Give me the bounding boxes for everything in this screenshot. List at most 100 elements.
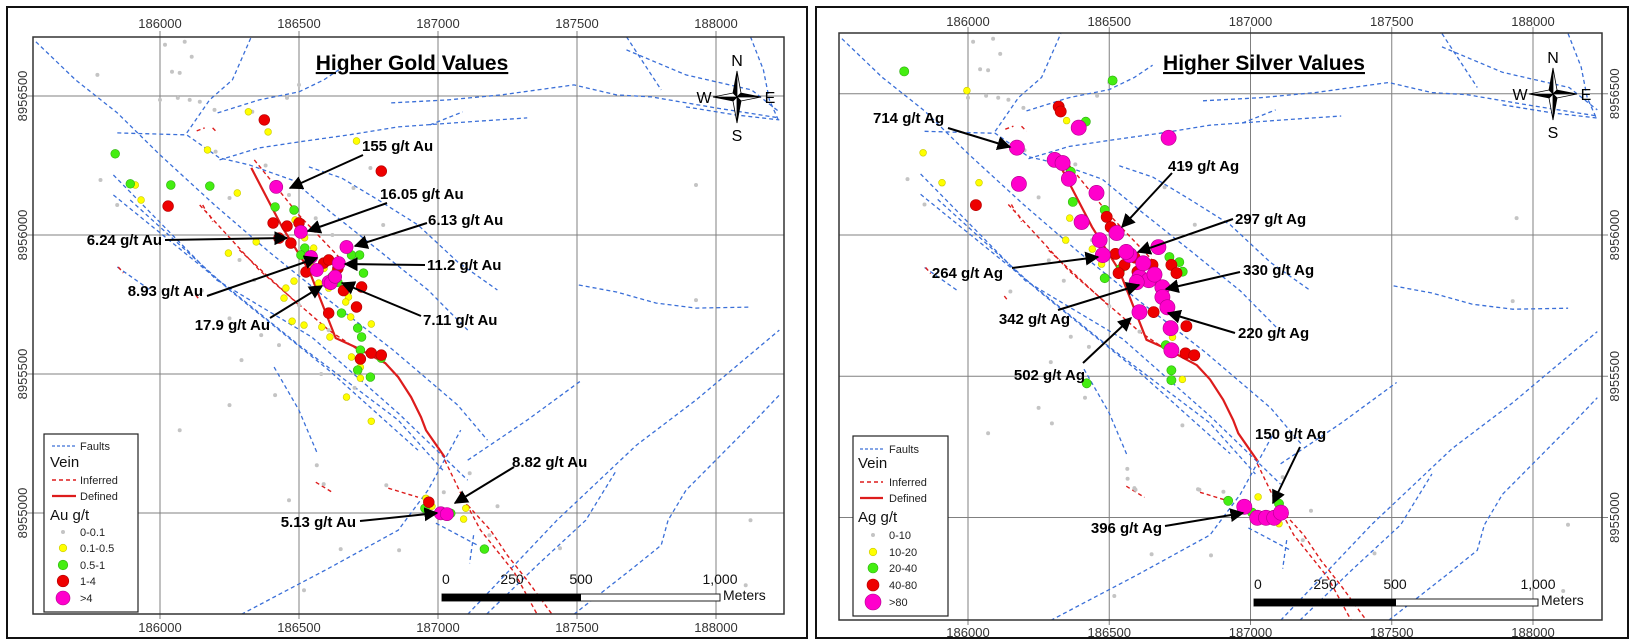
sample-point-class-0 — [986, 68, 991, 73]
sample-point-class-1 — [347, 353, 356, 361]
sample-point-class-1 — [280, 294, 288, 302]
annotations: 155 g/t Au 16.05 g/t Au 6.13 g/t Au 6.24 g/… — [87, 138, 588, 531]
sample-point-class-0 — [338, 547, 343, 552]
scale-bar-label: 0 — [1254, 576, 1262, 592]
compass-e-label: E — [1581, 87, 1592, 104]
sample-point-class-0 — [1192, 222, 1197, 227]
grade-annotation: 8.93 g/t Au — [128, 283, 203, 300]
sample-point-class-0 — [966, 95, 970, 100]
sample-point-class-3 — [423, 496, 435, 508]
sample-point-class-2 — [1223, 495, 1234, 506]
sample-point-class-1 — [1065, 214, 1074, 222]
silver-map-panel: 186000 186000 186500 186500 187000 187000 1875… — [815, 6, 1629, 640]
sample-point-class-3 — [267, 217, 279, 229]
scale-bar-label: 500 — [569, 571, 593, 587]
y-tick-label: 8956000 — [15, 210, 30, 261]
sample-point-class-0 — [1162, 185, 1167, 190]
sample-point-class-0 — [905, 177, 910, 182]
annotation-arrow — [353, 222, 428, 249]
annotation-arrow — [359, 507, 439, 522]
sample-point-class-3 — [1112, 267, 1125, 279]
sample-point-class-3 — [1054, 105, 1067, 118]
legend-class-label: 0-10 — [889, 530, 911, 542]
x-tick-label-top: 187000 — [1229, 14, 1272, 29]
sample-point-class-4 — [1073, 214, 1090, 230]
sample-point-class-3 — [1180, 320, 1193, 333]
grade-annotation: 264 g/t Ag — [932, 265, 1003, 282]
fault-line — [1028, 115, 1342, 160]
sample-point-class-0 — [1197, 487, 1202, 492]
sample-point-class-3 — [285, 237, 297, 249]
sample-point-class-0 — [213, 149, 218, 154]
fault-line — [1299, 473, 1433, 620]
annotation-arrow — [206, 255, 319, 297]
sample-point-class-0 — [1036, 317, 1041, 322]
scale-bar-label: 250 — [1313, 576, 1337, 592]
grade-annotation: 17.9 g/t Au — [195, 317, 270, 334]
annotation-arrow — [1164, 508, 1245, 527]
sample-point-class-0 — [1049, 421, 1054, 426]
y-tick-label: 8956500 — [1607, 68, 1622, 119]
sample-point-class-0 — [189, 54, 194, 59]
inferred-vein — [1010, 204, 1017, 212]
annotation-arrow — [340, 281, 422, 317]
legend-class-symbol — [55, 590, 71, 606]
sample-point-class-0 — [237, 258, 242, 262]
sample-point-class-0 — [259, 333, 264, 338]
sample-point-class-4 — [1159, 299, 1176, 316]
grade-annotation: 297 g/t Ag — [1235, 211, 1306, 228]
scale-bar-label: 250 — [500, 571, 524, 587]
sample-point-class-0 — [1300, 538, 1305, 543]
x-tick-label-bottom: 186500 — [277, 620, 320, 635]
compass-s-label: S — [1548, 125, 1559, 142]
sample-point-class-1 — [347, 313, 355, 321]
sample-point-class-0 — [313, 216, 318, 221]
y-tick-label: 8956000 — [1607, 210, 1622, 261]
fault-line — [626, 49, 780, 113]
sample-point-class-0 — [998, 51, 1003, 56]
sample-point-class-4 — [1011, 175, 1027, 192]
inferred-vein — [1021, 125, 1027, 132]
sample-point-class-3 — [350, 301, 363, 313]
x-tick-label-bottom: 187500 — [555, 620, 598, 635]
legend-class-label: 0.1-0.5 — [80, 543, 114, 555]
fault-line — [625, 37, 662, 91]
sample-point-class-0 — [1514, 216, 1519, 221]
sample-point-class-4 — [269, 179, 284, 194]
sample-point-class-1 — [326, 333, 334, 341]
sample-point-class-4 — [339, 240, 354, 254]
inferred-vein — [1005, 125, 1014, 130]
inferred-vein — [195, 294, 201, 301]
legend-class-label: 10-20 — [889, 547, 917, 559]
x-tick-label-bottom: 187000 — [416, 620, 459, 635]
x-tick-label-top: 187500 — [1370, 14, 1413, 29]
fault-line — [391, 84, 780, 119]
sample-point-class-0 — [1149, 552, 1154, 557]
sample-point-class-0 — [177, 70, 182, 75]
sample-point-class-0 — [98, 178, 103, 182]
x-tick-label-bottom: 187000 — [1229, 625, 1272, 640]
x-tick-label-top: 187500 — [555, 16, 598, 31]
sample-point-class-0 — [197, 99, 202, 104]
compass-s-label: S — [732, 128, 743, 145]
sample-point-class-3 — [258, 114, 270, 126]
sample-point-class-2 — [353, 365, 363, 375]
legend-class-symbol — [57, 559, 69, 571]
fault-line — [1567, 33, 1597, 119]
sample-point-class-4 — [1054, 155, 1071, 171]
sample-point-class-1 — [938, 179, 946, 187]
annotation-arrow — [1136, 218, 1234, 255]
y-tick-label: 8955000 — [1607, 492, 1622, 543]
sample-point-class-1 — [342, 393, 351, 401]
map-content — [35, 37, 780, 614]
annotation-arrow — [1166, 309, 1236, 334]
sample-point-class-1 — [288, 317, 296, 325]
grade-annotation: 419 g/t Ag — [1168, 158, 1239, 175]
sample-point-class-3 — [970, 199, 982, 211]
sample-point-class-2 — [479, 544, 490, 554]
